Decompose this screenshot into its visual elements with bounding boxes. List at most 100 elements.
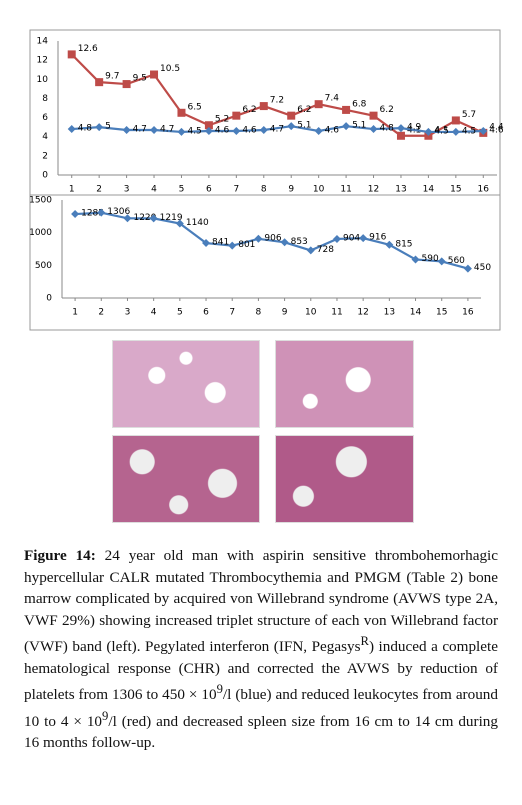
superscript: R <box>360 634 369 648</box>
micrograph <box>275 340 414 428</box>
data-label: 12.6 <box>78 44 98 54</box>
data-label: 4.7 <box>160 125 174 135</box>
x-tick-label: 3 <box>125 308 131 318</box>
marker <box>369 125 378 134</box>
x-tick-label: 12 <box>357 308 368 318</box>
x-tick-label: 15 <box>436 308 447 318</box>
superscript: 9 <box>102 708 109 723</box>
chart-frame <box>29 194 501 331</box>
data-label: 906 <box>264 233 281 243</box>
superscript: 9 <box>216 682 223 697</box>
caption: Figure 14: 24 year old man with aspirin … <box>24 545 498 754</box>
series-line <box>75 211 469 270</box>
marker <box>204 121 213 130</box>
x-tick-label: 2 <box>98 308 104 318</box>
marker <box>254 234 263 243</box>
data-label: 590 <box>422 254 439 264</box>
data-label: 6.2 <box>380 105 394 115</box>
data-label: 4.9 <box>407 123 422 133</box>
data-label: 5.1 <box>352 121 366 131</box>
y-tick-label: 6 <box>42 113 48 123</box>
data-label: 853 <box>291 237 308 247</box>
data-label: 4.6 <box>489 125 504 135</box>
data-label: 6.5 <box>187 102 201 112</box>
x-tick-label: 16 <box>478 185 490 195</box>
data-label: 4.5 <box>187 126 201 136</box>
x-tick-label: 4 <box>151 185 157 195</box>
marker <box>314 100 323 109</box>
marker <box>385 240 394 249</box>
data-label: 5.7 <box>462 110 476 120</box>
x-tick-label: 16 <box>462 308 474 318</box>
x-tick-label: 8 <box>256 308 262 318</box>
marker <box>95 78 104 87</box>
marker <box>95 123 104 132</box>
caption-text: /l (red) and decreased spleen size from … <box>24 712 498 752</box>
chart-frame <box>29 29 501 196</box>
marker <box>396 124 405 133</box>
x-tick-label: 8 <box>261 185 267 195</box>
caption-label: Figure 14: <box>24 547 96 564</box>
x-tick-label: 7 <box>229 308 235 318</box>
series-line <box>70 53 484 137</box>
marker <box>437 257 446 266</box>
x-tick-label: 13 <box>395 185 406 195</box>
marker <box>369 111 378 120</box>
data-label: 1219 <box>160 213 183 223</box>
x-tick-label: 15 <box>450 185 461 195</box>
data-label: 5.2 <box>215 115 229 125</box>
marker <box>424 127 433 136</box>
data-label: 4.1 <box>434 125 448 135</box>
x-tick-label: 11 <box>340 185 351 195</box>
caption-text: ) induced a complete hematological respo… <box>24 638 498 704</box>
marker <box>122 80 131 89</box>
data-label: 10.5 <box>160 64 180 74</box>
data-label: 1285 <box>81 209 104 219</box>
data-label: 1220 <box>133 213 156 223</box>
x-tick-label: 6 <box>203 308 209 318</box>
data-label: 916 <box>369 233 386 243</box>
data-label: 9.5 <box>133 74 147 84</box>
data-label: 5.1 <box>297 121 311 131</box>
marker <box>451 116 460 125</box>
marker <box>259 102 268 111</box>
data-label: 450 <box>474 263 491 273</box>
marker <box>479 126 488 135</box>
marker <box>232 111 241 120</box>
data-label: 560 <box>448 256 465 266</box>
marker <box>314 126 323 135</box>
marker <box>342 105 351 114</box>
data-label: 6.2 <box>242 105 256 115</box>
data-label: 728 <box>317 245 334 255</box>
x-tick-label: 9 <box>288 185 294 195</box>
y-tick-label: 0 <box>42 171 48 181</box>
x-tick-label: 5 <box>177 308 183 318</box>
data-label: 4.6 <box>215 125 230 135</box>
marker <box>396 131 405 140</box>
marker <box>202 239 211 248</box>
x-tick-label: 2 <box>96 185 102 195</box>
data-label: 904 <box>343 233 360 243</box>
data-label: 4.7 <box>270 125 284 135</box>
data-label: 801 <box>238 240 255 250</box>
x-tick-label: 14 <box>410 308 422 318</box>
y-tick-label: 1000 <box>29 228 52 238</box>
data-label: 4.4 <box>489 122 504 132</box>
x-tick-label: 12 <box>368 185 379 195</box>
data-label: 6.2 <box>297 105 311 115</box>
marker <box>204 126 213 135</box>
x-tick-label: 10 <box>305 308 317 318</box>
data-label: 4.7 <box>133 125 147 135</box>
data-label: 7.4 <box>325 94 340 104</box>
marker <box>451 127 460 136</box>
marker <box>463 264 472 273</box>
y-tick-label: 4 <box>42 132 48 142</box>
data-label: 1306 <box>107 207 130 217</box>
data-label: 9.7 <box>105 72 119 82</box>
x-tick-label: 11 <box>331 308 342 318</box>
marker <box>287 111 296 120</box>
data-label: 4.8 <box>380 124 395 134</box>
micrograph <box>112 340 260 428</box>
